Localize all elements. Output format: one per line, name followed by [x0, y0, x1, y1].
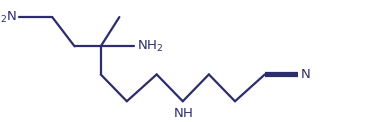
- Text: $\mathregular{N}$: $\mathregular{N}$: [300, 68, 311, 81]
- Text: $\mathregular{NH_2}$: $\mathregular{NH_2}$: [137, 39, 164, 54]
- Text: $\mathregular{H_2N}$: $\mathregular{H_2N}$: [0, 10, 17, 25]
- Text: $\mathregular{NH}$: $\mathregular{NH}$: [173, 107, 193, 120]
